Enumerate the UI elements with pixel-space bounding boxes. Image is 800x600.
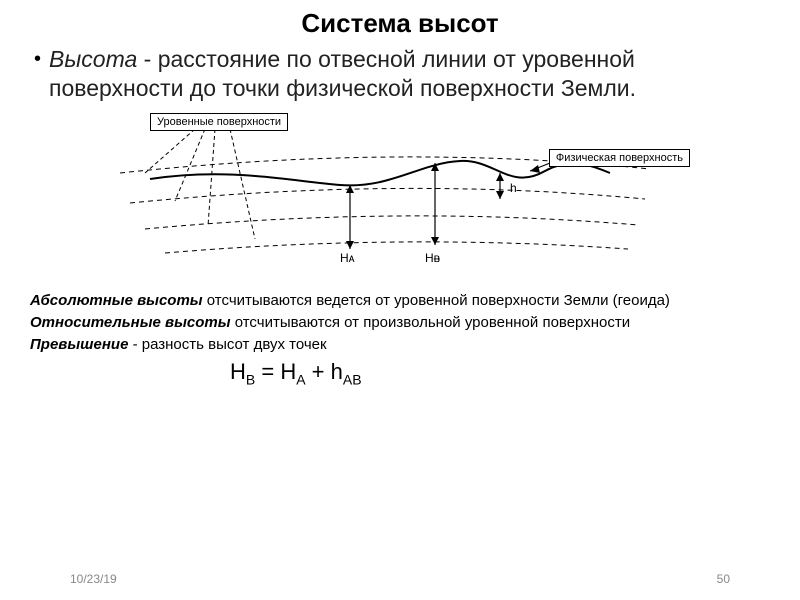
exc-rest: - разность высот двух точек [128,336,326,353]
f-ha: H [280,359,296,384]
definition-text: Высота - расстояние по отвесной линии от… [49,45,770,103]
f-eq: = [255,359,280,384]
abs-rest: отсчитываются ведется от уровенной повер… [203,292,670,309]
exc-term: Превышение [30,336,128,353]
diagram-svg [90,111,710,281]
f-ha-sub: А [296,372,305,388]
ha-label: Hᴀ [340,251,355,265]
diagram: Уровенные поверхности Физическая поверхн… [90,111,710,281]
definitions-block: Абсолютные высоты отсчитываются ведется … [30,291,770,356]
def-rest: - расстояние по отвесной линии от уровен… [49,46,636,101]
bullet-icon: • [30,45,41,73]
rel-term: Относительные высоты [30,314,231,331]
physical-surface-label: Физическая поверхность [549,149,690,167]
f-plus: + [306,359,331,384]
hb-label: Hᴃ [425,251,440,265]
footer: 10/23/19 50 [0,572,800,586]
f-h: h [331,359,343,384]
abs-term: Абсолютные высоты [30,292,203,309]
footer-page: 50 [717,572,730,586]
definition-row: • Высота - расстояние по отвесной линии … [30,45,770,103]
f-hb-sub: В [246,372,255,388]
def-term: Высота [49,46,137,72]
page-title: Система высот [30,8,770,39]
level-surfaces-label: Уровенные поверхности [150,113,288,131]
rel-rest: отсчитываются от произвольной уровенной … [231,314,631,331]
f-hb: H [230,359,246,384]
h-label: h [510,181,517,195]
f-h-sub: АВ [343,372,362,388]
formula: HВ = HА + hАВ [30,359,770,387]
footer-date: 10/23/19 [70,572,117,586]
